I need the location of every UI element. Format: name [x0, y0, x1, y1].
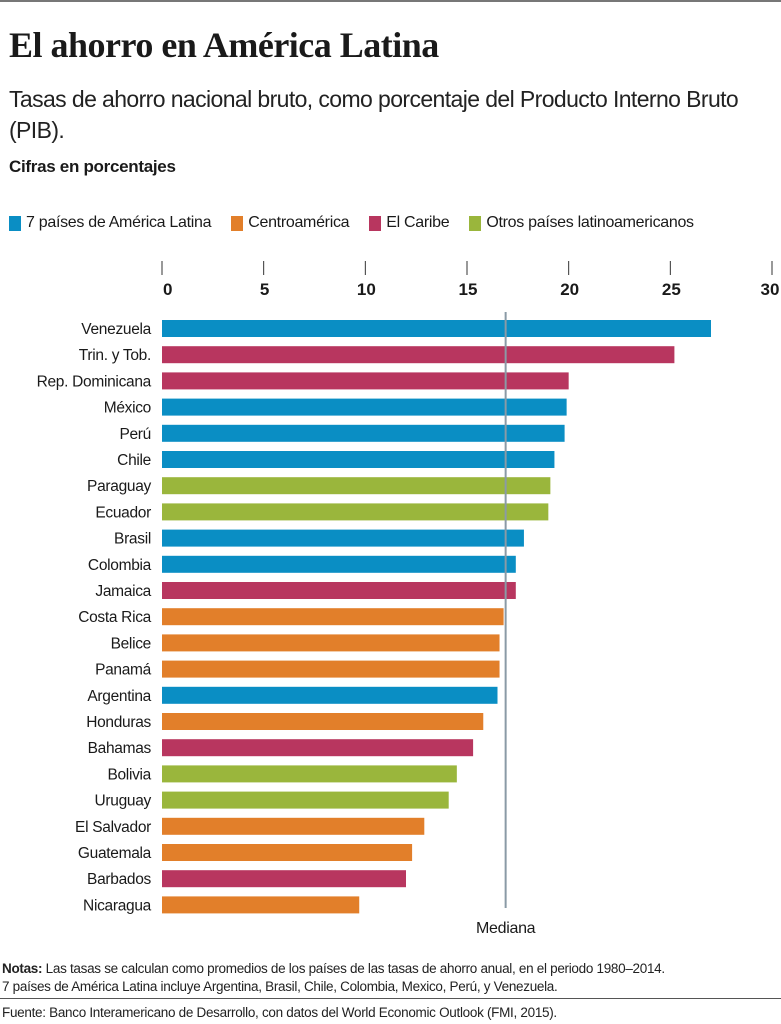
median-label: Mediana	[476, 920, 536, 937]
category-label: Bolivia	[107, 766, 151, 783]
category-label: Belice	[111, 635, 151, 652]
legend: 7 países de América Latina Centroamérica…	[9, 214, 694, 232]
category-label: Rep. Dominicana	[37, 373, 152, 390]
bar	[162, 451, 555, 468]
chart-subtitle: Tasas de ahorro nacional bruto, como por…	[9, 86, 739, 143]
bar	[162, 555, 516, 573]
category-label: Panamá	[95, 662, 152, 679]
legend-item-otros: Otros países latinoamericanos	[469, 214, 694, 232]
legend-item-7-paises: 7 países de América Latina	[9, 214, 212, 232]
category-label: El Salvador	[75, 819, 151, 836]
category-label: Jamaica	[95, 583, 151, 600]
category-label: Colombia	[88, 557, 152, 574]
bar	[162, 791, 449, 809]
category-label: Trin. y Tob.	[79, 347, 151, 364]
chart-title: El ahorro en América Latina	[9, 25, 439, 65]
category-label: Bahamas	[88, 740, 152, 757]
bar	[162, 765, 457, 783]
bar	[162, 608, 504, 626]
bar	[162, 896, 360, 914]
category-label: Paraguay	[87, 478, 152, 495]
legend-swatch	[9, 215, 21, 231]
footer-rule	[0, 998, 781, 999]
x-tick-label: 30	[761, 280, 780, 299]
notes-text: Las tasas se calculan como promedios de …	[42, 961, 665, 976]
legend-label: Centroamérica	[248, 214, 350, 231]
bar	[162, 660, 500, 678]
bar	[162, 739, 474, 757]
legend-swatch	[231, 215, 244, 231]
notes-label: Notas:	[2, 961, 43, 976]
legend-item-centroamerica: Centroamérica	[231, 214, 350, 232]
source-note: Fuente: Banco Interamericano de Desarrol…	[2, 1005, 557, 1020]
bar	[162, 817, 425, 835]
bar	[162, 686, 498, 704]
category-label: Perú	[119, 426, 151, 443]
x-tick-label: 10	[357, 280, 376, 299]
category-label: Costa Rica	[78, 609, 151, 626]
bar	[162, 503, 549, 521]
category-label: Nicaragua	[83, 897, 152, 914]
bar	[162, 398, 567, 416]
bar	[162, 320, 711, 337]
notes-line2: 7 países de América Latina incluye Argen…	[2, 979, 558, 994]
category-label: Honduras	[86, 714, 151, 731]
category-label: Argentina	[87, 688, 151, 705]
x-tick-label: 15	[459, 280, 478, 299]
category-label: Guatemala	[78, 845, 152, 862]
category-label: México	[104, 400, 151, 417]
x-tick-label: 20	[560, 280, 579, 299]
x-tick-label: 25	[662, 280, 681, 299]
legend-swatch	[469, 215, 482, 231]
legend-label: 7 países de América Latina	[26, 214, 212, 231]
top-rule	[0, 0, 781, 2]
bar	[162, 713, 484, 730]
legend-item-el-caribe: El Caribe	[369, 214, 450, 232]
bar	[162, 424, 565, 442]
bar	[162, 844, 413, 861]
category-label: Chile	[117, 452, 151, 469]
bar	[162, 634, 500, 652]
bar	[162, 529, 524, 547]
x-tick-label: 0	[163, 280, 172, 299]
category-label: Ecuador	[95, 504, 151, 521]
legend-label: Otros países latinoamericanos	[486, 214, 694, 231]
x-tick-label: 5	[260, 280, 269, 299]
bar	[162, 372, 569, 390]
bar	[162, 870, 406, 888]
bar-chart: 0 5 10 15 20 25 30 Venezuela Trin. y Tob. Rep. Do…	[37, 261, 780, 937]
category-label: Brasil	[114, 531, 151, 548]
category-label: Barbados	[87, 871, 152, 888]
units-label: Cifras en porcentajes	[9, 157, 176, 176]
bar	[162, 582, 516, 599]
category-label: Uruguay	[95, 793, 152, 810]
legend-label: El Caribe	[386, 214, 450, 231]
category-label: Venezuela	[81, 321, 151, 338]
bar	[162, 477, 551, 495]
legend-swatch	[369, 215, 382, 231]
bar	[162, 346, 675, 364]
notes: Notas: Las tasas se calculan como promed…	[2, 960, 781, 996]
